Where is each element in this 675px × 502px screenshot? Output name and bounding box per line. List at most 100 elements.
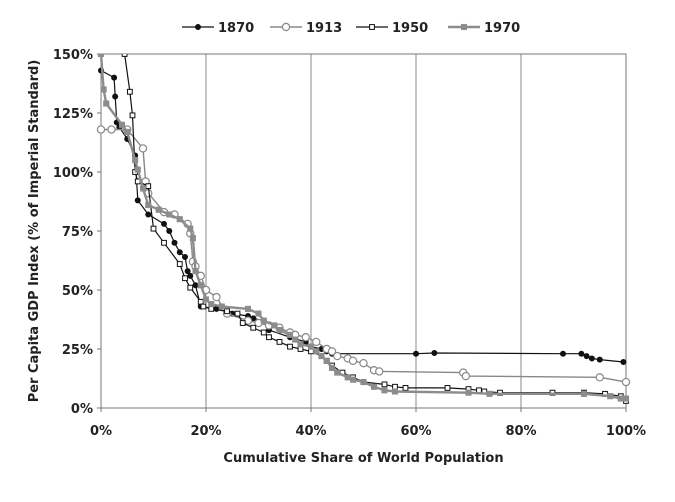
x-tick-label: 0% bbox=[90, 424, 112, 439]
data-point-1913 bbox=[107, 125, 116, 134]
x-tick-label: 60% bbox=[400, 424, 431, 439]
data-point-1970 bbox=[622, 395, 630, 402]
series-1913 bbox=[96, 125, 631, 387]
data-point-1950 bbox=[145, 183, 152, 190]
data-point-1913 bbox=[461, 371, 471, 381]
data-point-1970 bbox=[155, 206, 162, 213]
data-point-1970 bbox=[176, 216, 183, 223]
data-point-1970 bbox=[381, 387, 388, 394]
data-point-1970 bbox=[323, 357, 330, 364]
data-point-1950 bbox=[444, 385, 451, 391]
data-point-1950 bbox=[126, 88, 133, 95]
data-point-1913 bbox=[212, 292, 221, 302]
legend-marker bbox=[369, 24, 375, 30]
data-point-1970 bbox=[292, 336, 299, 343]
data-point-1950 bbox=[260, 329, 267, 336]
data-point-1970 bbox=[255, 310, 262, 317]
data-point-1950 bbox=[234, 310, 241, 317]
data-point-1950 bbox=[381, 381, 388, 388]
legend-item-1970: 1970 bbox=[448, 21, 520, 36]
data-point-1870 bbox=[112, 93, 119, 100]
data-point-1970 bbox=[334, 369, 341, 376]
data-point-1970 bbox=[360, 378, 367, 386]
data-point-1970 bbox=[370, 383, 378, 390]
data-point-1970 bbox=[208, 301, 215, 308]
data-point-1970 bbox=[297, 341, 304, 348]
data-point-1870 bbox=[560, 350, 567, 357]
data-point-1870 bbox=[431, 350, 438, 357]
data-point-1970 bbox=[328, 364, 336, 371]
data-point-1870 bbox=[620, 358, 627, 365]
legend-label: 1913 bbox=[306, 21, 342, 36]
data-point-1970 bbox=[271, 322, 278, 329]
data-point-1970 bbox=[187, 225, 194, 232]
data-point-1870 bbox=[596, 356, 603, 363]
x-tick-label: 20% bbox=[190, 424, 221, 439]
data-point-1870 bbox=[176, 249, 183, 256]
data-point-1970 bbox=[307, 343, 315, 350]
data-point-1950 bbox=[200, 303, 207, 310]
data-point-1870 bbox=[192, 282, 199, 289]
data-point-1970 bbox=[244, 305, 252, 312]
data-point-1870 bbox=[187, 272, 194, 279]
data-point-1970 bbox=[100, 86, 107, 93]
data-point-1970 bbox=[97, 54, 105, 58]
data-point-1950 bbox=[182, 275, 188, 282]
data-point-1950 bbox=[239, 320, 246, 326]
data-point-1870 bbox=[588, 355, 595, 362]
data-point-1950 bbox=[161, 239, 167, 246]
data-point-1970 bbox=[132, 157, 139, 164]
legend-marker bbox=[460, 23, 468, 31]
data-point-1913 bbox=[359, 358, 368, 368]
grid-lines bbox=[205, 54, 522, 408]
legend-label: 1870 bbox=[218, 21, 254, 36]
y-tick-label: 0% bbox=[71, 402, 93, 417]
data-point-1950 bbox=[266, 334, 272, 341]
data-point-1950 bbox=[121, 54, 128, 57]
data-point-1970 bbox=[166, 211, 173, 218]
data-point-1970 bbox=[145, 201, 152, 209]
legend-item-1913: 1913 bbox=[270, 21, 342, 36]
data-point-1913 bbox=[301, 333, 310, 342]
data-point-1970 bbox=[103, 100, 110, 107]
data-point-1970 bbox=[276, 327, 283, 334]
data-point-1970 bbox=[192, 268, 199, 275]
data-point-1970 bbox=[580, 390, 588, 397]
data-point-1870 bbox=[134, 197, 141, 204]
legend-marker bbox=[194, 23, 201, 30]
data-point-1970 bbox=[134, 166, 141, 173]
data-point-1970 bbox=[465, 389, 472, 396]
data-point-1970 bbox=[189, 235, 196, 242]
y-tick-label: 125% bbox=[53, 107, 93, 122]
data-point-1970 bbox=[486, 390, 493, 397]
data-point-1950 bbox=[250, 324, 257, 331]
data-point-1970 bbox=[139, 185, 147, 192]
series-line-1970 bbox=[99, 54, 626, 400]
data-point-1870 bbox=[171, 239, 178, 246]
data-point-1870 bbox=[111, 74, 118, 81]
y-axis-title: Per Capita GDP Index (% of Imperial Stan… bbox=[27, 60, 42, 403]
data-point-1970 bbox=[202, 296, 210, 303]
y-tick-label: 25% bbox=[62, 343, 93, 358]
data-point-1950 bbox=[187, 284, 194, 291]
data-point-1913 bbox=[138, 144, 148, 153]
x-axis-ticks: 0% 20% 40% 60% 80% 100% bbox=[90, 408, 646, 439]
x-tick-label: 80% bbox=[505, 424, 536, 439]
data-point-1970 bbox=[318, 353, 325, 360]
data-point-1970 bbox=[313, 348, 320, 355]
legend: 1870 1913 1950 1970 bbox=[182, 21, 520, 36]
series-line-1950 bbox=[124, 54, 627, 402]
data-point-1870 bbox=[578, 350, 585, 357]
series-1950 bbox=[121, 54, 629, 404]
data-point-1870 bbox=[166, 227, 173, 234]
data-point-1950 bbox=[224, 308, 230, 315]
data-point-1913 bbox=[595, 373, 604, 382]
y-tick-label: 75% bbox=[62, 225, 93, 240]
data-point-1970 bbox=[260, 317, 267, 324]
data-point-1870 bbox=[145, 211, 152, 218]
data-point-1950 bbox=[276, 339, 283, 345]
series-line-1913 bbox=[101, 128, 627, 383]
data-point-1970 bbox=[344, 374, 351, 381]
data-point-1950 bbox=[402, 385, 409, 391]
